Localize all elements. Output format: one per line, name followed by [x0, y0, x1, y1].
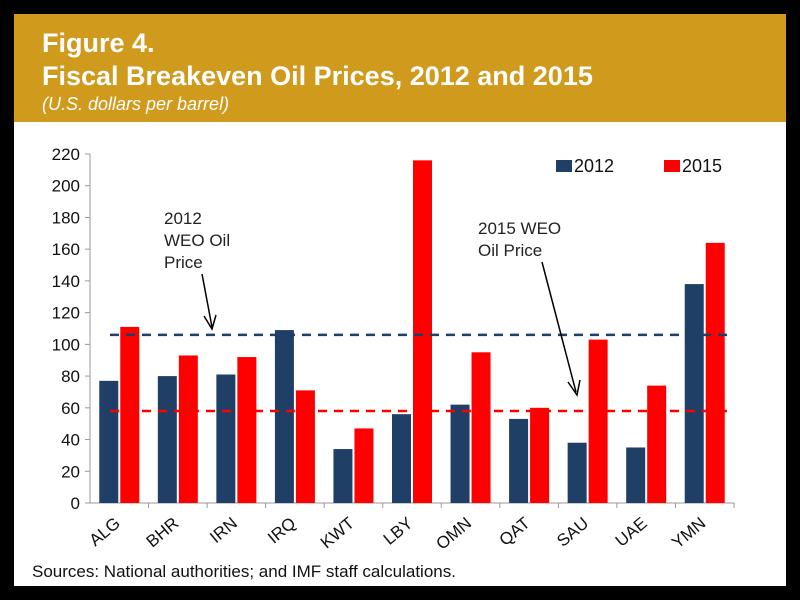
bar-2012-bhr — [157, 376, 177, 503]
x-tick-label: OMN — [433, 514, 476, 554]
figure-title: Fiscal Breakeven Oil Prices, 2012 and 20… — [42, 61, 593, 91]
bar-2012-irq — [274, 330, 294, 503]
annotation-2015-weo-line-1: 2015 WEO — [478, 219, 561, 238]
bar-2012-alg — [99, 380, 119, 503]
y-tick-label: 100 — [52, 335, 80, 354]
annotation-2015-arrowhead — [567, 379, 581, 397]
x-tick-label: ALG — [86, 514, 124, 550]
bar-2012-ymn — [684, 284, 704, 503]
y-tick-label: 140 — [52, 272, 80, 291]
y-tick-label: 80 — [61, 367, 80, 386]
legend-swatch-2012 — [556, 160, 572, 172]
figure-frame: Figure 4. Fiscal Breakeven Oil Prices, 2… — [14, 14, 786, 586]
annotation-2012-arrowhead — [203, 314, 217, 331]
bar-2015-kwt — [354, 428, 374, 503]
bar-2015-ymn — [705, 242, 725, 503]
bar-2015-irq — [295, 390, 315, 503]
bar-2015-uae — [647, 385, 667, 503]
bar-2015-sau — [588, 339, 608, 503]
bar-2015-lby — [413, 160, 432, 503]
x-tick-label: IRN — [206, 514, 241, 547]
bar-2012-kwt — [333, 449, 353, 503]
y-tick-label: 60 — [61, 399, 80, 418]
x-tick-label: YMN — [668, 514, 709, 553]
y-tick-label: 160 — [52, 240, 80, 259]
x-tick-label: UAE — [612, 514, 651, 551]
bar-2012-lby — [392, 414, 411, 503]
bar-2015-irn — [237, 357, 257, 503]
bar-2012-sau — [567, 442, 587, 503]
x-tick-label: BHR — [143, 514, 183, 552]
annotation-2012-weo-line-3: Price — [164, 253, 203, 272]
annotation-2012-weo-line-1: 2012 — [164, 209, 202, 228]
figure-number: Figure 4. — [42, 28, 155, 58]
bar-2015-alg — [120, 326, 140, 503]
y-tick-label: 180 — [52, 208, 80, 227]
annotation-2015-arrow — [541, 261, 577, 393]
y-tick-label: 200 — [52, 177, 80, 196]
bar-2015-bhr — [178, 355, 198, 503]
bar-2012-irn — [216, 374, 236, 503]
x-tick-label: SAU — [553, 514, 592, 551]
annotation-2015-weo-line-2: Oil Price — [478, 241, 542, 260]
legend-label-2015: 2015 — [682, 156, 722, 176]
annotation-2012-weo-line-2: WEO Oil — [164, 231, 230, 250]
x-tick-label: QAT — [496, 514, 534, 550]
legend-label-2012: 2012 — [574, 156, 614, 176]
y-tick-label: 40 — [61, 431, 80, 450]
x-tick-label: IRQ — [264, 514, 299, 548]
figure-header: Figure 4. Fiscal Breakeven Oil Prices, 2… — [14, 14, 786, 122]
bar-2012-omn — [450, 404, 470, 503]
x-tick-label: KWT — [317, 514, 358, 553]
bar-chart: 0 20 40 60 80 100 120 140 160 180 200 220 ALG BHR IRN I… — [52, 145, 735, 554]
figure-subtitle: (U.S. dollars per barrel) — [42, 94, 230, 114]
y-tick-label: 0 — [71, 494, 80, 513]
y-tick-label: 20 — [61, 462, 80, 481]
bar-2012-qat — [509, 418, 529, 503]
annotation-2012-arrow — [201, 273, 213, 328]
x-tick-label: LBY — [380, 514, 417, 549]
y-tick-label: 220 — [52, 145, 80, 164]
source-note: Sources: National authorities; and IMF s… — [32, 562, 456, 581]
bar-2012-uae — [626, 447, 646, 503]
legend-swatch-2015 — [664, 160, 680, 172]
bar-2015-omn — [471, 352, 491, 503]
bar-2015-qat — [530, 407, 550, 503]
y-tick-label: 120 — [52, 304, 80, 323]
